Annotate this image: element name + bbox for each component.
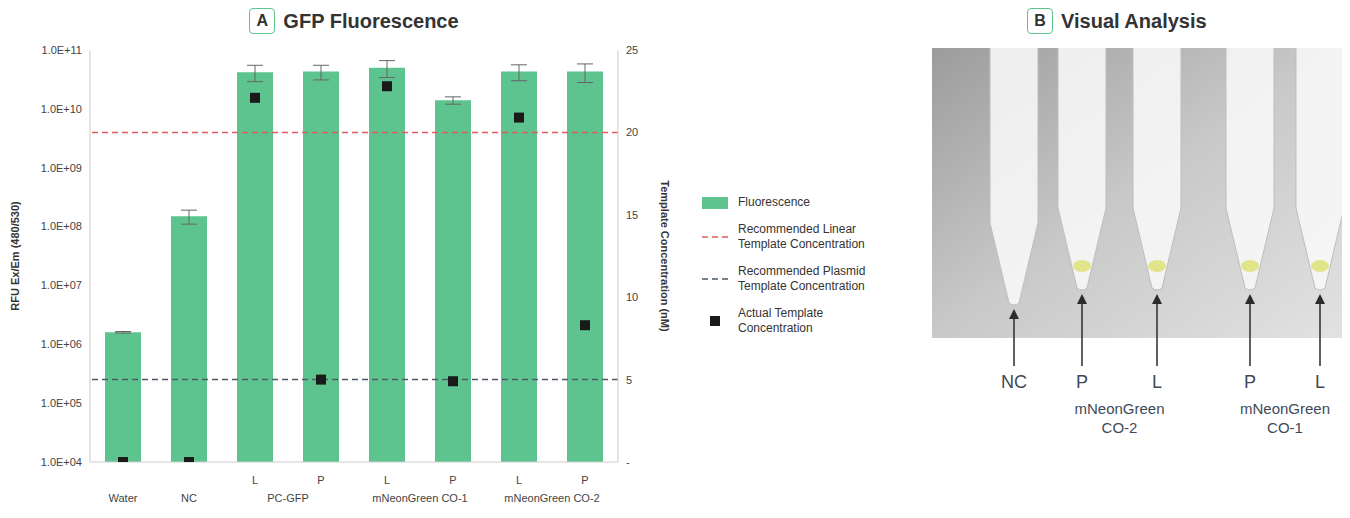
- svg-text:1.0E+10: 1.0E+10: [41, 103, 82, 115]
- svg-text:L: L: [1152, 372, 1162, 392]
- html-text:GFP Fluorescence: GFP Fluorescence: [283, 9, 459, 32]
- svg-text:P: P: [317, 474, 324, 486]
- html-text:Visual Analysis: Visual Analysis: [1061, 9, 1207, 32]
- svg-text:1.0E+11: 1.0E+11: [42, 44, 82, 56]
- html-text:Actual Template Concentration: Actual Template Concentration: [738, 306, 824, 335]
- svg-text:P: P: [449, 474, 456, 486]
- svg-text:P: P: [1244, 372, 1256, 392]
- svg-text:mNeonGreenCO-1: mNeonGreenCO-1: [1240, 400, 1330, 436]
- svg-text:mNeonGreen CO-2: mNeonGreen CO-2: [504, 492, 599, 504]
- svg-text:P: P: [1076, 372, 1088, 392]
- svg-text:1.0E+05: 1.0E+05: [41, 397, 82, 409]
- svg-text:Template Concentration (nM): Template Concentration (nM): [659, 180, 671, 332]
- svg-text:NC: NC: [1001, 372, 1027, 392]
- svg-text:NC: NC: [181, 492, 197, 504]
- svg-text:L: L: [516, 474, 522, 486]
- svg-text:Water: Water: [109, 492, 138, 504]
- svg-text:PC-GFP: PC-GFP: [267, 492, 309, 504]
- svg-text:1.0E+06: 1.0E+06: [41, 338, 82, 350]
- svg-text:1.0E+07: 1.0E+07: [41, 279, 82, 291]
- svg-text:RFU Ex/Em (480/530): RFU Ex/Em (480/530): [9, 201, 21, 311]
- svg-text:L: L: [384, 474, 390, 486]
- svg-text:L: L: [1315, 372, 1325, 392]
- svg-text:10: 10: [626, 291, 638, 303]
- svg-text:20: 20: [626, 126, 638, 138]
- svg-text:mNeonGreenCO-2: mNeonGreenCO-2: [1074, 400, 1164, 436]
- html-text:B: B: [1034, 12, 1046, 29]
- svg-text:5: 5: [626, 374, 632, 386]
- svg-text:1.0E+04: 1.0E+04: [41, 456, 82, 468]
- svg-text:mNeonGreen CO-1: mNeonGreen CO-1: [372, 492, 467, 504]
- svg-text:15: 15: [626, 209, 638, 221]
- html-text:A: A: [256, 12, 269, 29]
- svg-text:1.0E+08: 1.0E+08: [41, 220, 82, 232]
- html-text:Fluorescence: Fluorescence: [738, 195, 810, 209]
- html-text:Recommended Plasmid Template C: Recommended Plasmid Template Concentrati…: [738, 264, 866, 293]
- svg-text:1.0E+09: 1.0E+09: [41, 162, 82, 174]
- html-text:Recommended Linear Template Co: Recommended Linear Template Concentratio…: [738, 222, 865, 251]
- svg-text:P: P: [581, 474, 588, 486]
- svg-text:-: -: [626, 456, 630, 468]
- svg-text:L: L: [252, 474, 258, 486]
- svg-text:25: 25: [626, 44, 638, 56]
